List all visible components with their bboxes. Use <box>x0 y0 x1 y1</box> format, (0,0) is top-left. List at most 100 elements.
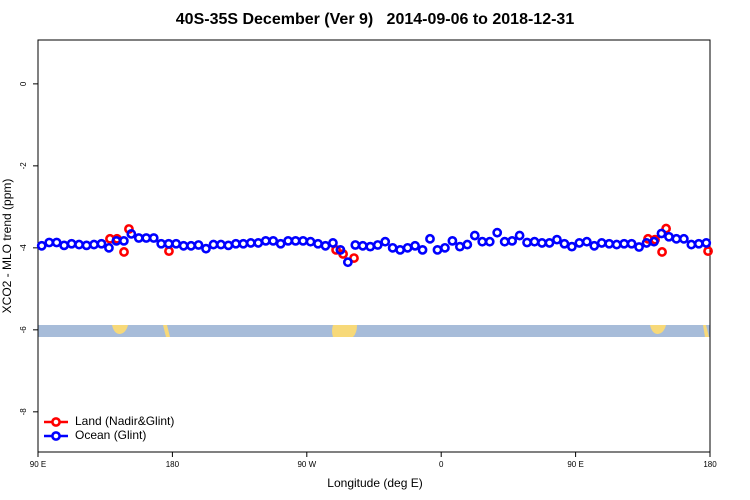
point <box>410 240 420 251</box>
point <box>126 229 137 239</box>
legend-label: Land (Nadir&Glint) <box>75 414 174 428</box>
ocean-strip <box>38 325 710 337</box>
point <box>499 236 510 247</box>
point <box>342 257 353 268</box>
point <box>656 228 667 239</box>
x-tick-label: 0 <box>439 460 444 469</box>
point <box>380 236 391 247</box>
point <box>59 240 70 251</box>
point <box>81 240 92 251</box>
map-strip <box>38 325 710 337</box>
point <box>492 227 503 238</box>
point <box>703 246 713 257</box>
legend-marker <box>51 431 61 441</box>
y-tick-label: 0 <box>19 81 28 86</box>
y-tick-label: -6 <box>19 326 28 334</box>
point <box>686 239 697 250</box>
point <box>163 238 174 249</box>
point <box>365 241 376 252</box>
point <box>74 239 84 250</box>
point <box>544 238 555 248</box>
point <box>417 244 428 255</box>
point <box>693 238 704 249</box>
point <box>328 238 338 248</box>
point <box>701 238 712 248</box>
point <box>350 240 361 250</box>
point <box>469 230 480 241</box>
land-patch <box>703 325 709 337</box>
point <box>148 233 159 243</box>
point <box>484 236 495 247</box>
point <box>178 240 189 251</box>
point <box>111 235 122 246</box>
point <box>156 238 167 249</box>
point <box>283 235 294 246</box>
land-patch <box>332 325 357 337</box>
point <box>268 235 279 246</box>
point <box>649 236 659 247</box>
point <box>193 240 204 250</box>
point <box>678 233 689 244</box>
legend-label: Ocean (Glint) <box>75 428 146 442</box>
x-tick-label: 90 E <box>567 460 583 469</box>
legend-marker <box>51 417 61 427</box>
point <box>133 233 144 243</box>
point <box>186 240 196 251</box>
point <box>290 235 301 246</box>
chart-title: 40S-35S December (Ver 9) 2014-09-06 to 2… <box>176 11 575 28</box>
x-axis-label: Longitude (deg E) <box>327 476 422 490</box>
land-patch <box>650 325 666 334</box>
point <box>44 237 55 248</box>
point <box>552 234 562 245</box>
point <box>477 236 488 247</box>
y-tick-label: -4 <box>19 244 28 252</box>
land-patch <box>112 325 128 334</box>
point <box>245 238 256 248</box>
point <box>216 239 226 250</box>
point <box>201 243 211 254</box>
point <box>335 244 346 255</box>
point <box>51 237 62 248</box>
point <box>372 240 383 250</box>
point <box>425 233 435 244</box>
point <box>440 242 450 253</box>
y-tick-label: -8 <box>19 408 28 416</box>
point <box>574 238 585 248</box>
point <box>298 235 308 246</box>
point <box>507 235 518 246</box>
point <box>275 238 286 249</box>
x-tick-label: 90 W <box>297 460 316 469</box>
point <box>260 235 271 246</box>
point <box>305 236 316 247</box>
point <box>208 239 219 250</box>
point <box>529 236 540 247</box>
point <box>313 238 323 249</box>
point <box>537 238 547 248</box>
point <box>454 241 465 252</box>
point <box>36 240 47 251</box>
point <box>238 238 249 249</box>
point <box>104 242 114 253</box>
point <box>89 239 99 250</box>
point <box>604 238 615 249</box>
point <box>66 238 77 249</box>
x-tick-label: 180 <box>703 460 717 469</box>
point <box>230 238 241 249</box>
point <box>96 238 107 249</box>
point <box>559 238 570 249</box>
point <box>671 233 682 244</box>
point <box>447 235 458 246</box>
point <box>432 244 443 255</box>
land-patch <box>163 325 170 337</box>
point <box>626 238 637 249</box>
point <box>664 231 674 242</box>
point <box>657 247 667 257</box>
point <box>387 242 398 253</box>
point <box>514 230 525 241</box>
point <box>223 240 234 251</box>
point <box>581 236 592 247</box>
y-tick-label: -2 <box>19 162 28 170</box>
point <box>611 239 622 250</box>
point <box>462 239 473 250</box>
point <box>522 237 532 248</box>
